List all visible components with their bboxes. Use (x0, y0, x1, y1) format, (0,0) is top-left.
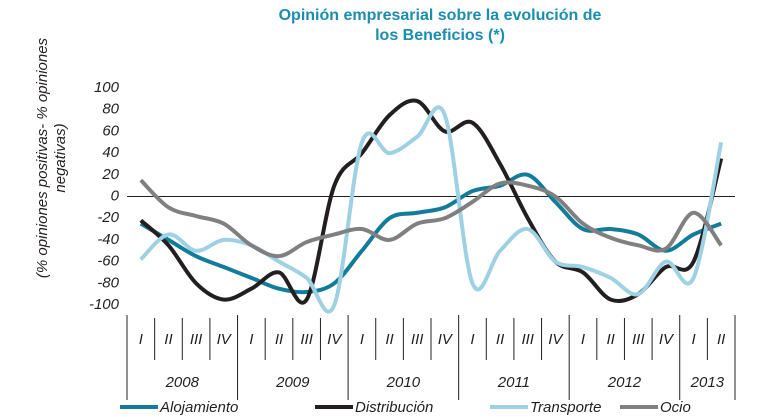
y-tick-label: -40 (97, 231, 119, 248)
chart-title: Opinión empresarial sobre la evolución d… (278, 7, 602, 44)
x-tick-label: III (300, 331, 313, 348)
x-tick-label: III (521, 331, 534, 348)
x-tick-label: IV (217, 331, 233, 348)
x-tick-label: IV (659, 331, 675, 348)
x-tick-label: II (275, 331, 283, 348)
y-tick-label: 20 (101, 166, 119, 183)
y-tick-label: -100 (89, 296, 120, 313)
y-tick-label: 60 (102, 122, 119, 139)
legend-label: Distribución (355, 399, 433, 416)
x-tick-label: I (581, 331, 585, 348)
year-label: 2008 (165, 374, 200, 391)
x-tick-label: I (249, 331, 253, 348)
year-label: 2012 (607, 374, 642, 391)
x-tick-label: I (470, 331, 474, 348)
legend-label: Ocio (660, 399, 691, 416)
y-tick-label: -80 (97, 274, 119, 291)
x-tick-label: IV (327, 331, 343, 348)
series-line (139, 98, 724, 305)
y-tick-label: -20 (97, 209, 119, 226)
y-tick-label: 40 (102, 144, 119, 161)
year-label: 2009 (275, 374, 310, 391)
x-tick-label: III (411, 331, 424, 348)
x-tick-label: II (496, 331, 504, 348)
x-tick-label: IV (438, 331, 454, 348)
y-tick-label: 100 (94, 79, 120, 96)
x-tick-label: II (164, 331, 172, 348)
x-tick-label: III (190, 331, 203, 348)
x-tick-label: I (139, 331, 143, 348)
y-tick-label: 80 (102, 101, 119, 118)
series-line (139, 178, 723, 259)
y-tick-label: 0 (111, 187, 120, 204)
x-tick-label: II (717, 331, 725, 348)
year-label: 2010 (386, 374, 421, 391)
x-tick-label: II (606, 331, 614, 348)
x-tick-label: I (360, 331, 364, 348)
x-tick-label: I (691, 331, 695, 348)
year-label: 2013 (690, 374, 725, 391)
x-tick-label: IV (548, 331, 564, 348)
x-tick-label: III (632, 331, 645, 348)
legend-label: Transporte (530, 399, 601, 416)
legend-label: Alojamiento (159, 399, 238, 416)
x-tick-label: II (385, 331, 393, 348)
year-label: 2011 (497, 374, 530, 391)
series-line (139, 172, 722, 295)
y-tick-label: -60 (97, 253, 119, 270)
